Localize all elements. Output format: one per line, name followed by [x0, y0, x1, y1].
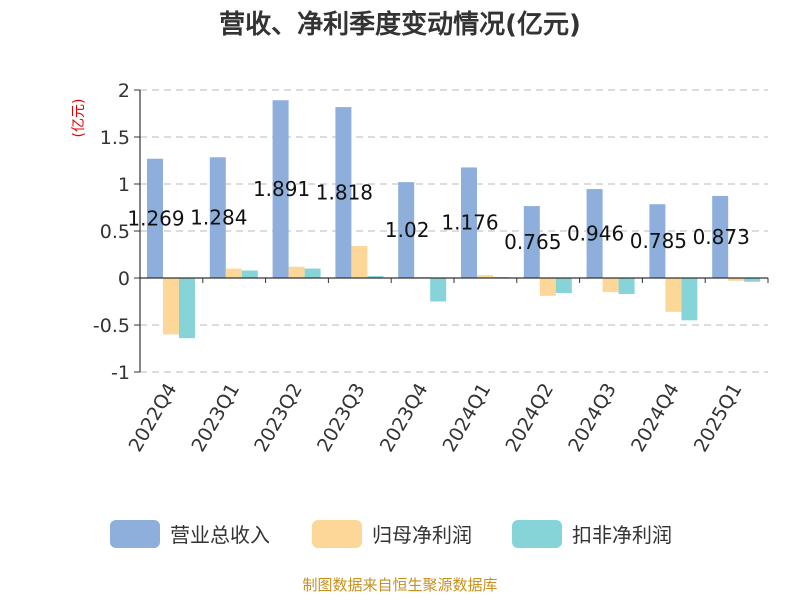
legend-item[interactable]: 营业总收入	[110, 520, 270, 548]
data-label: 1.818	[316, 181, 373, 205]
y-tick-label: 0.5	[100, 221, 130, 243]
bar-deducted-net-profit	[681, 278, 698, 321]
legend-item[interactable]: 归母净利润	[312, 520, 472, 548]
data-label: 1.176	[441, 211, 498, 235]
x-tick-label: 2024Q1	[439, 380, 496, 456]
y-tick-label: -0.5	[93, 315, 130, 337]
x-tick-label: 2025Q1	[690, 380, 747, 456]
y-tick-label: 0	[118, 268, 130, 290]
bar-parent-net-profit	[225, 268, 242, 278]
bar-revenue	[147, 158, 163, 278]
bar-parent-net-profit	[351, 246, 368, 278]
bar-deducted-net-profit	[179, 278, 195, 339]
data-label: 1.891	[253, 177, 310, 201]
x-tick-label: 2024Q4	[627, 380, 684, 456]
bar-parent-net-profit	[163, 278, 179, 335]
bar-deducted-net-profit	[430, 278, 447, 302]
data-label: 0.765	[504, 230, 561, 254]
legend-swatch	[512, 520, 562, 548]
bar-parent-net-profit	[288, 266, 305, 278]
data-label: 0.946	[567, 222, 624, 246]
x-tick-label: 2022Q4	[125, 380, 182, 456]
x-tick-label: 2023Q4	[376, 380, 433, 456]
y-tick-label: 2	[118, 80, 130, 102]
y-tick-label: 1	[118, 174, 130, 196]
bar-deducted-net-profit	[744, 278, 761, 282]
bar-revenue	[649, 204, 666, 278]
bar-revenue	[398, 182, 415, 278]
bar-revenue	[461, 167, 477, 278]
x-tick-label: 2023Q3	[313, 380, 370, 456]
bar-revenue	[209, 157, 226, 278]
x-tick-label: 2023Q1	[187, 380, 244, 456]
bar-deducted-net-profit	[367, 276, 384, 278]
bar-parent-net-profit	[602, 278, 619, 293]
data-label: 1.02	[385, 218, 430, 242]
legend-label: 扣非净利润	[572, 523, 672, 547]
bars	[147, 100, 761, 339]
bar-deducted-net-profit	[241, 270, 258, 278]
bar-revenue	[586, 189, 603, 278]
data-label: 0.873	[693, 225, 750, 249]
legend: 营业总收入 归母净利润 扣非净利润	[110, 520, 672, 548]
x-tick-label: 2024Q3	[564, 380, 621, 456]
legend-swatch	[312, 520, 362, 548]
legend-swatch	[110, 520, 160, 548]
y-tick-label: -1	[111, 362, 130, 384]
x-tick-label: 2023Q2	[250, 380, 307, 456]
data-label: 1.269	[127, 206, 184, 230]
legend-item[interactable]: 扣非净利润	[512, 520, 672, 548]
gridlines	[140, 89, 768, 373]
chart-title: 营收、净利季度变动情况(亿元)	[219, 9, 581, 40]
data-label: 0.785	[630, 229, 687, 253]
bar-parent-net-profit	[477, 275, 493, 278]
bar-revenue	[272, 100, 289, 278]
bar-revenue	[335, 107, 352, 278]
legend-label: 营业总收入	[170, 523, 270, 547]
data-label: 1.284	[190, 206, 247, 230]
source-note: 制图数据来自恒生聚源数据库	[302, 576, 497, 594]
y-axis-label: (亿元)	[71, 99, 87, 138]
bar-deducted-net-profit	[618, 278, 635, 294]
bar-parent-net-profit	[665, 278, 682, 312]
bar-revenue	[523, 206, 540, 278]
legend-label: 归母净利润	[372, 523, 472, 547]
bar-parent-net-profit	[539, 278, 556, 296]
bar-parent-net-profit	[728, 278, 745, 281]
x-tick-label: 2024Q2	[501, 380, 558, 456]
bar-revenue	[712, 195, 729, 278]
bar-deducted-net-profit	[304, 268, 321, 278]
y-tick-label: 1.5	[100, 127, 130, 149]
bar-deducted-net-profit	[555, 278, 572, 294]
